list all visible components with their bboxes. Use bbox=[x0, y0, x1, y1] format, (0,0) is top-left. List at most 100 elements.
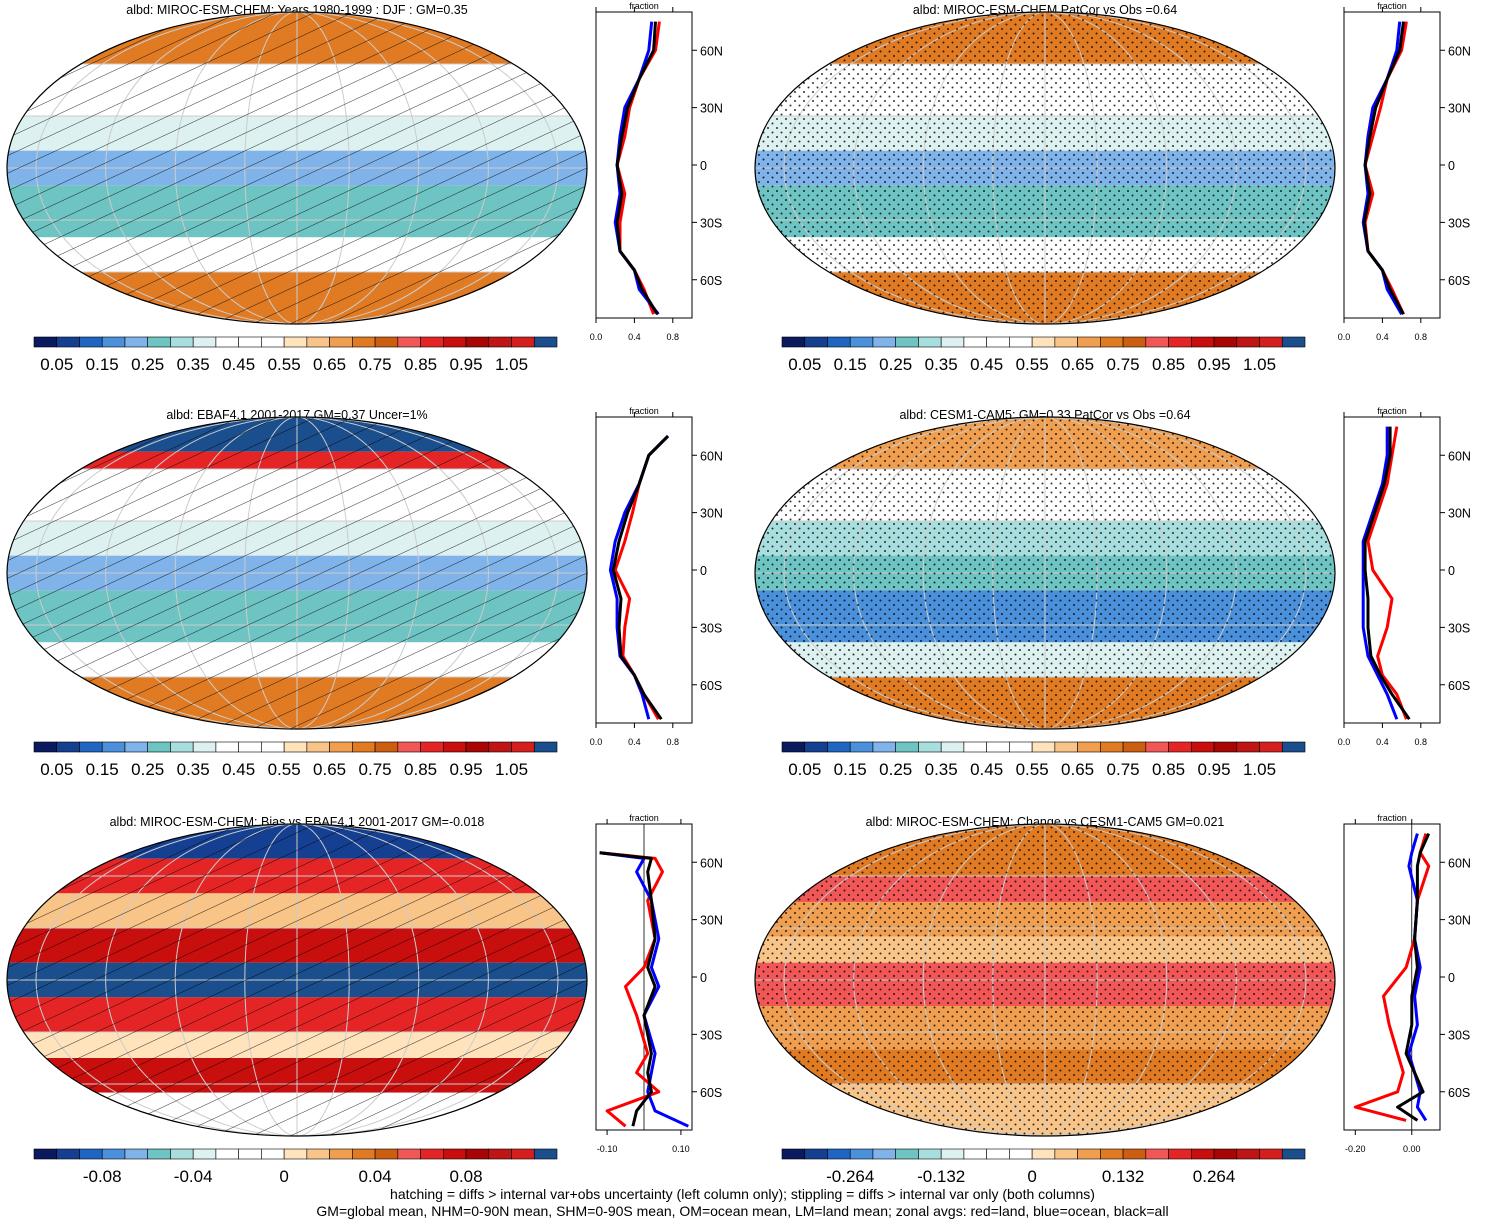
colorbar-swatch bbox=[147, 741, 171, 753]
colorbar-swatch bbox=[192, 336, 217, 348]
colorbar-swatch bbox=[306, 741, 330, 753]
colorbar-tick-label: 0.05 bbox=[40, 355, 73, 374]
map-body bbox=[7, 824, 587, 1136]
map-title: albd: MIROC-ESM-CHEM: Bias vs EBAF4.1 20… bbox=[110, 815, 485, 829]
colorbar-tick-label: 0.85 bbox=[1152, 355, 1185, 374]
colorbar-swatch bbox=[781, 336, 806, 348]
colorbar-tick-label: 0.55 bbox=[1016, 355, 1049, 374]
colorbar-swatch bbox=[895, 741, 919, 753]
colorbar-swatch bbox=[986, 1148, 1010, 1160]
profile-xtick-label: 0.0 bbox=[1338, 737, 1351, 747]
map-outline bbox=[754, 416, 1336, 730]
colorbar-tick-label: 0.04 bbox=[359, 1167, 392, 1186]
colorbar-swatch bbox=[215, 1148, 239, 1160]
profile-ytick-label: 30S bbox=[1448, 216, 1470, 230]
colorbar-swatch bbox=[827, 1148, 851, 1160]
profile-ytick-label: 30N bbox=[1448, 914, 1471, 928]
colorbar-swatch bbox=[781, 1148, 806, 1160]
profile-line-ocean bbox=[599, 851, 689, 1128]
map-title: albd: MIROC-ESM-CHEM: Years 1980-1999 : … bbox=[126, 3, 467, 17]
colorbar-swatch bbox=[443, 1148, 467, 1160]
colorbar-tick-label: 0.25 bbox=[879, 760, 912, 779]
colorbar-swatch bbox=[56, 1148, 80, 1160]
profile-ytick-label: 30N bbox=[700, 102, 723, 116]
colorbar-swatch bbox=[79, 1148, 103, 1160]
colorbar-swatch bbox=[1054, 1148, 1078, 1160]
profile-xtick-label: 0.8 bbox=[1415, 332, 1428, 342]
profile-ytick-label: 30S bbox=[700, 1028, 722, 1042]
colorbar-tick-label: 0.85 bbox=[404, 355, 437, 374]
colorbar-tick-label: 0.15 bbox=[834, 760, 867, 779]
colorbar-swatch bbox=[101, 336, 126, 348]
colorbar-swatch bbox=[79, 741, 103, 753]
colorbar-swatch bbox=[1236, 336, 1260, 348]
profile-ytick-label: 60N bbox=[1448, 44, 1471, 58]
colorbar-swatch bbox=[283, 336, 308, 348]
colorbar-tick-label: 0.65 bbox=[1061, 760, 1094, 779]
colorbar-swatch bbox=[56, 741, 80, 753]
colorbar-swatch bbox=[306, 1148, 330, 1160]
colorbar-swatch bbox=[1122, 741, 1147, 753]
profile-ytick-label: 30N bbox=[700, 507, 723, 521]
profile-ytick-label: 60S bbox=[1448, 274, 1470, 288]
colorbar-tick-label: 0.95 bbox=[449, 760, 482, 779]
colorbar-swatch bbox=[1122, 1148, 1147, 1160]
colorbar-tick-label: 0.264 bbox=[1193, 1167, 1236, 1186]
colorbar-tick-label: 0.95 bbox=[1197, 760, 1230, 779]
map-outline bbox=[754, 823, 1336, 1137]
colorbar-swatch bbox=[329, 336, 353, 348]
colorbar-swatch bbox=[1077, 336, 1101, 348]
colorbar-swatch bbox=[101, 1148, 126, 1160]
profile-xtick-label: 0.4 bbox=[628, 737, 641, 747]
colorbar-swatch bbox=[804, 336, 828, 348]
colorbar-swatch bbox=[918, 741, 942, 753]
colorbar-swatch bbox=[33, 336, 58, 348]
colorbar-swatch bbox=[1100, 1148, 1124, 1160]
colorbar-tick-label: 0.85 bbox=[1152, 760, 1185, 779]
profile-xtick-label: 0.4 bbox=[628, 332, 641, 342]
map-body bbox=[7, 417, 587, 729]
colorbar-swatch bbox=[511, 1148, 535, 1160]
colorbar-swatch bbox=[940, 336, 965, 348]
colorbar-swatch bbox=[124, 336, 148, 348]
colorbar-tick-label: 0.65 bbox=[313, 760, 346, 779]
colorbar-swatch bbox=[781, 741, 806, 753]
profile-title: fraction bbox=[1377, 813, 1407, 823]
colorbar-swatch bbox=[215, 336, 239, 348]
colorbar-swatch bbox=[170, 741, 194, 753]
map-body bbox=[755, 417, 1335, 729]
map-title: albd: MIROC-ESM-CHEM: Change vs CESM1-CA… bbox=[866, 815, 1225, 829]
colorbar-tick-label: 0.05 bbox=[40, 760, 73, 779]
colorbar-swatch bbox=[261, 741, 285, 753]
colorbar-swatch bbox=[1100, 336, 1124, 348]
colorbar-tick-label: 0.75 bbox=[359, 355, 392, 374]
colorbar-tick-label: 0.55 bbox=[268, 355, 301, 374]
profile-xtick-label: 0.0 bbox=[590, 737, 603, 747]
map-title: albd: MIROC-ESM-CHEM PatCor vs Obs =0.64 bbox=[913, 3, 1177, 17]
colorbar-swatch bbox=[827, 741, 851, 753]
chart-panel-3: albd: EBAF4.1 2001-2017 GM=0.37 Uncer=1%… bbox=[6, 406, 723, 779]
colorbar-swatch bbox=[940, 741, 965, 753]
colorbar-swatch bbox=[465, 1148, 490, 1160]
colorbar-tick-label: 0.132 bbox=[1102, 1167, 1145, 1186]
colorbar-swatch bbox=[918, 336, 942, 348]
colorbar-tick-label: -0.08 bbox=[83, 1167, 122, 1186]
profile-line-all bbox=[1363, 426, 1411, 721]
profile-title: fraction bbox=[629, 813, 659, 823]
colorbar-swatch bbox=[804, 741, 828, 753]
profile-ytick-label: 0 bbox=[700, 564, 707, 578]
colorbar-tick-label: 0.15 bbox=[86, 355, 119, 374]
profile-ytick-label: 0 bbox=[1448, 971, 1455, 985]
profile-title: fraction bbox=[1377, 1, 1407, 11]
profile-line-all bbox=[1396, 832, 1431, 1122]
colorbar-swatch bbox=[352, 1148, 376, 1160]
colorbar-swatch bbox=[963, 741, 987, 753]
colorbar-swatch bbox=[849, 336, 874, 348]
profile-title: fraction bbox=[1377, 406, 1407, 416]
colorbar-swatch bbox=[1077, 1148, 1101, 1160]
profile-ytick-label: 60S bbox=[700, 1086, 722, 1100]
colorbar-swatch bbox=[1054, 336, 1078, 348]
colorbar-swatch bbox=[1259, 741, 1283, 753]
colorbar-swatch bbox=[374, 336, 399, 348]
colorbar-swatch bbox=[1281, 741, 1306, 753]
